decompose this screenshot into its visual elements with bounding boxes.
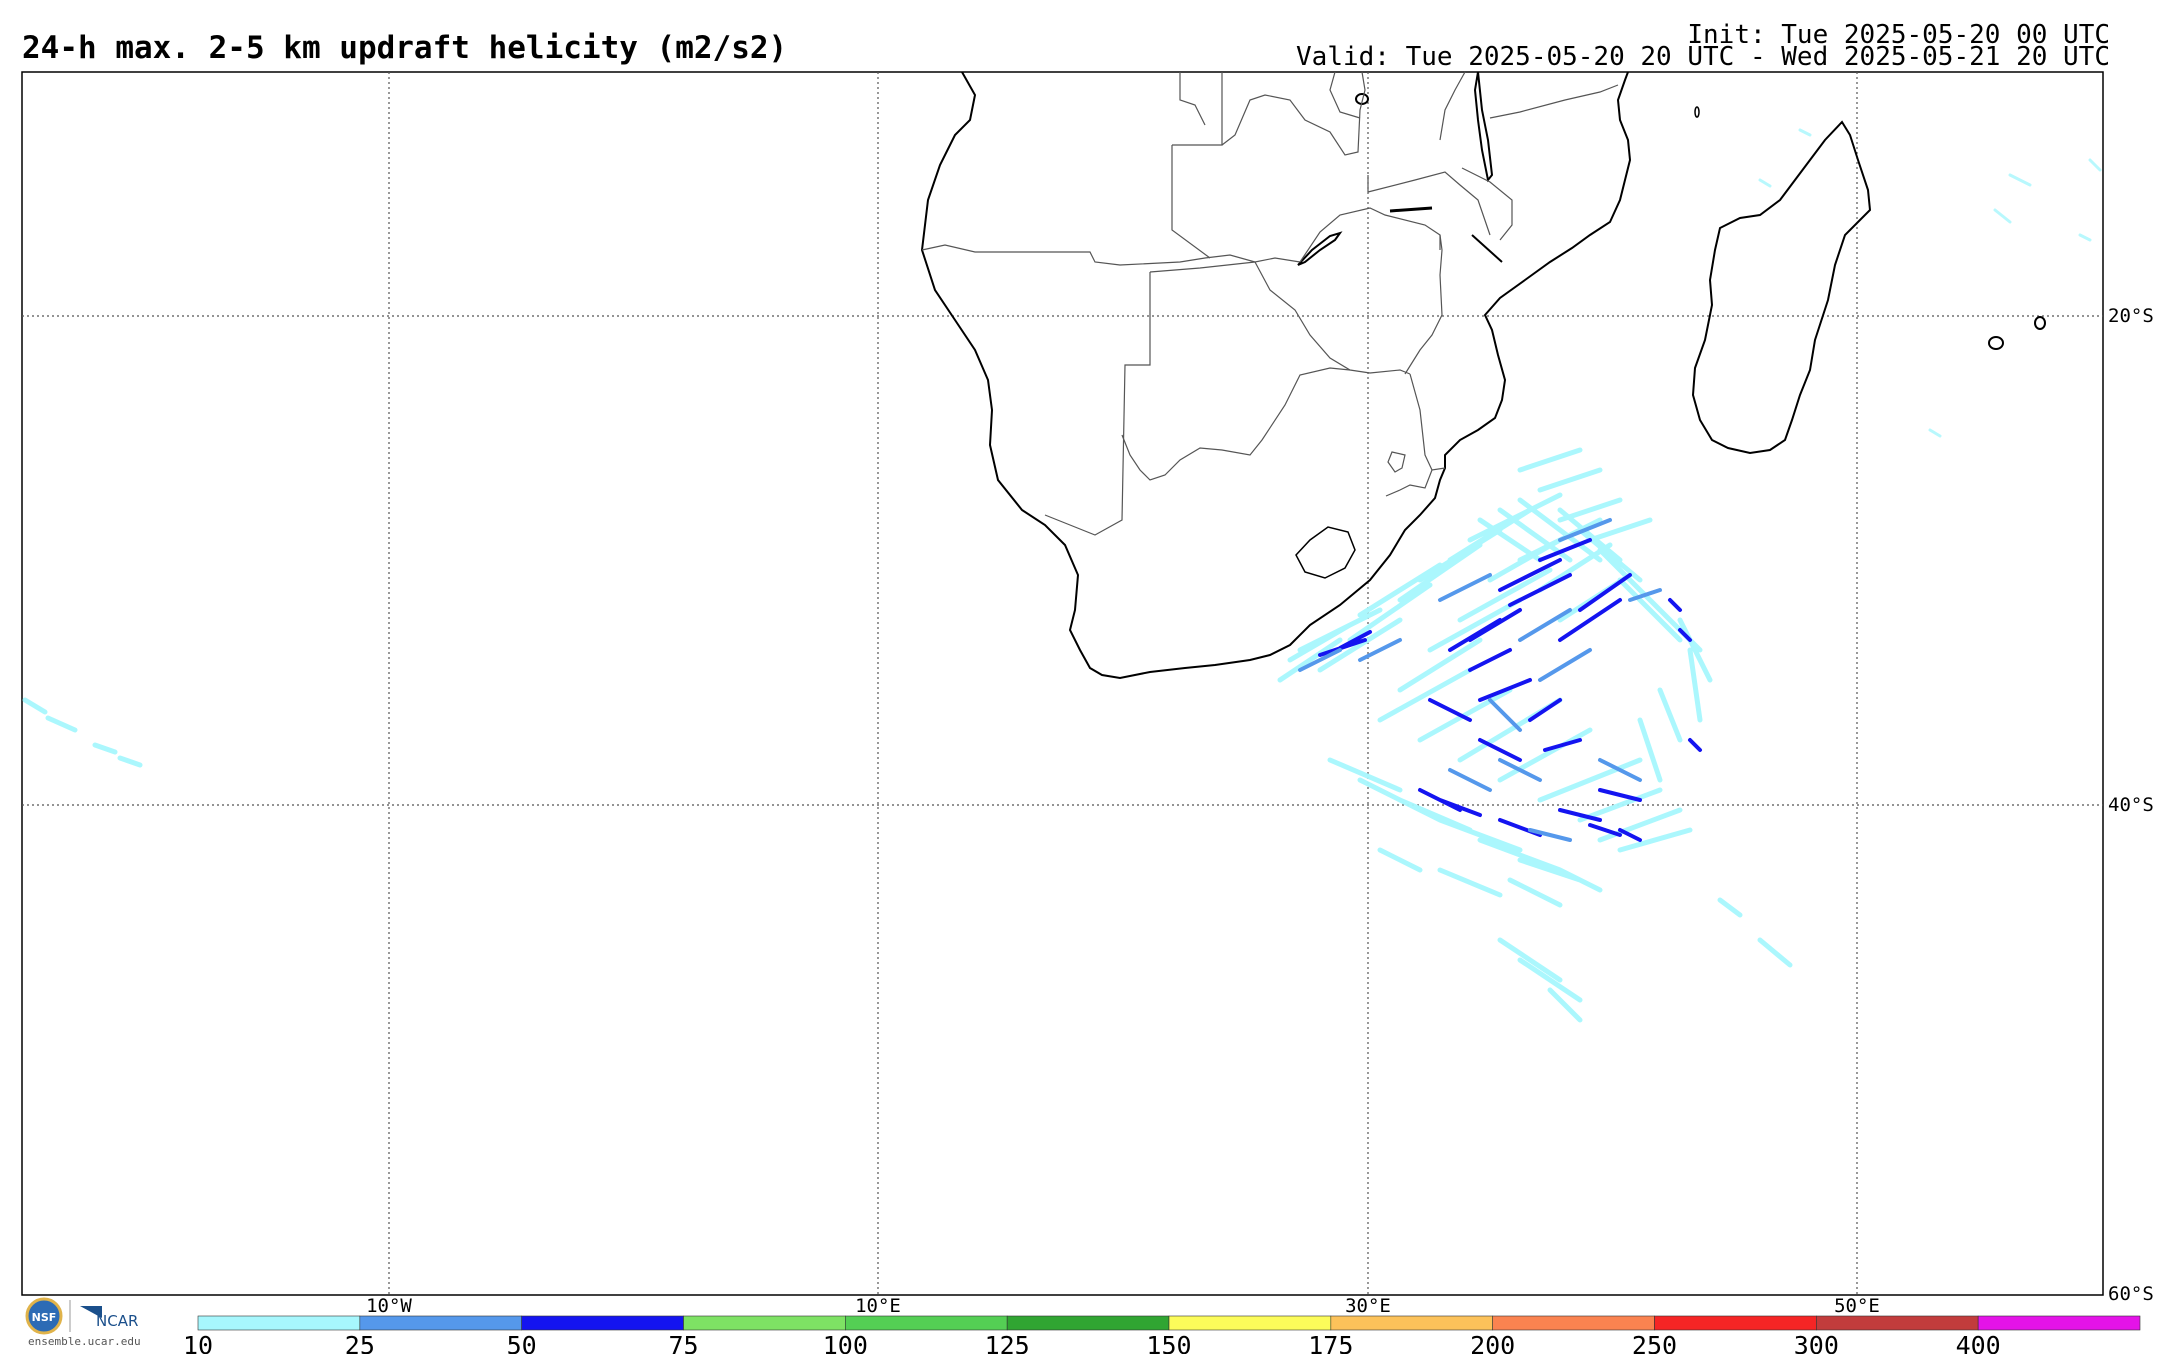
logo-url: ensemble.ucar.edu <box>28 1335 141 1348</box>
lat-label-40s: 40°S <box>2108 794 2154 816</box>
lesotho-border <box>1295 526 1356 579</box>
country-borders <box>921 71 1619 536</box>
ncar-logo-text: NCAR <box>96 1312 138 1330</box>
helicity-swaths <box>22 128 2102 1023</box>
lon-label-50e: 50°E <box>1834 1295 1880 1317</box>
lake-kariba <box>1297 231 1343 266</box>
zambezi-river <box>1471 234 1503 263</box>
lake-cahora-bassa <box>1389 206 1433 213</box>
africa-coastline <box>920 71 1632 680</box>
map-frame <box>21 71 2104 1296</box>
nsf-logo <box>25 1297 63 1335</box>
mauritius-island <box>2034 316 2046 330</box>
lon-label-10w: 10°W <box>366 1295 412 1317</box>
comoros-island <box>1694 106 1700 118</box>
valid-time-range: Valid: Tue 2025-05-20 20 UTC - Wed 2025-… <box>1296 42 2110 72</box>
nsf-logo-text: NSF <box>32 1311 57 1324</box>
lon-label-10e: 10°E <box>855 1295 901 1317</box>
lat-label-20s: 20°S <box>2108 305 2154 327</box>
init-time: Init: Tue 2025-05-20 00 UTC <box>1687 20 2110 50</box>
logo-area: NSF NCAR <box>25 1297 138 1335</box>
ncar-logo <box>80 1306 102 1318</box>
map-title: 24-h max. 2-5 km updraft helicity (m2/s2… <box>22 30 788 66</box>
graticule <box>22 72 2103 1295</box>
lake-malawi <box>1473 71 1494 183</box>
madagascar <box>1691 120 1872 455</box>
reunion-island <box>1988 336 2004 350</box>
lat-label-60s: 60°S <box>2108 1283 2154 1305</box>
lon-label-30e: 30°E <box>1345 1295 1391 1317</box>
